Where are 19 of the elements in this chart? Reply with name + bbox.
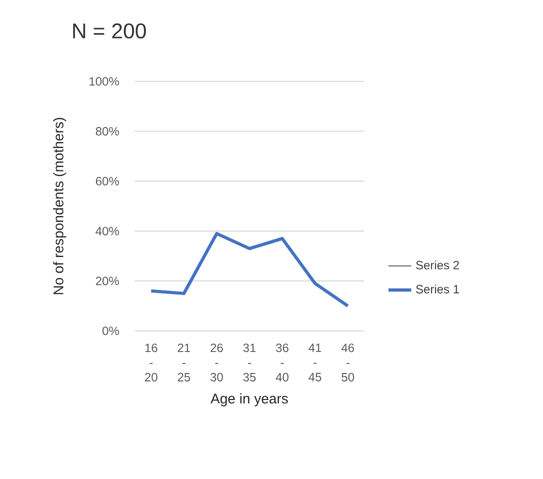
x-tick-label: 36 - 40 (276, 344, 288, 382)
y-tick-label: 60% (96, 176, 119, 186)
legend-label: Series 1 (416, 284, 459, 294)
y-tick-label: 20% (96, 276, 119, 286)
chart-title: N = 200 (73, 23, 146, 39)
x-tick-label: 41 - 45 (308, 344, 322, 382)
x-axis-title: Age in years (210, 393, 288, 406)
x-tick-label: 46 - 50 (341, 344, 354, 382)
y-tick-label: 40% (96, 226, 119, 236)
x-tick-label: 26 - 30 (210, 344, 223, 382)
legend-label: Series 2 (416, 260, 459, 270)
y-axis-title: No of respondents (mothers) (53, 118, 66, 294)
x-tick-label: 16 - 20 (145, 344, 158, 382)
y-tick-label: 80% (96, 127, 119, 136)
x-tick-label: 21 - 25 (178, 344, 190, 382)
line-series (150, 232, 350, 308)
y-tick-label: 100% (90, 77, 119, 86)
y-tick-label: 0% (102, 326, 119, 336)
x-tick-label: 31 - 35 (243, 344, 256, 382)
